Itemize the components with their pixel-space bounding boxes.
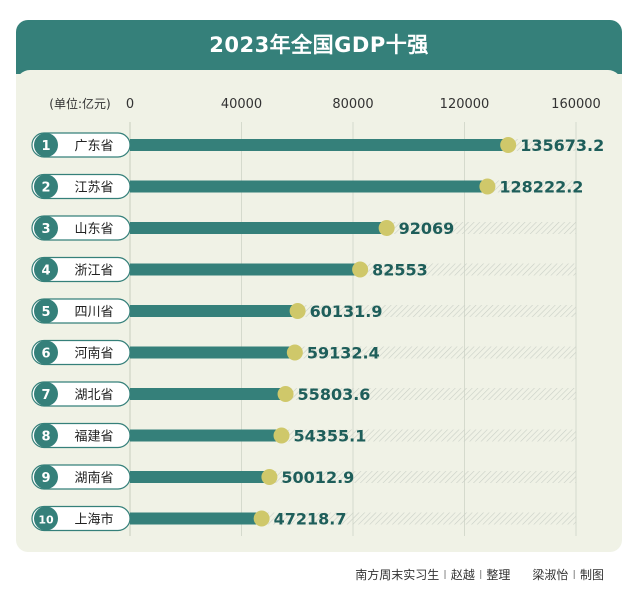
- bar: [130, 180, 488, 193]
- rank-number: 7: [41, 388, 50, 403]
- rank-number: 4: [41, 264, 50, 279]
- chart-title: 2023年全国GDP十强: [16, 20, 622, 84]
- credit-separator: I: [443, 568, 447, 582]
- bar-track: [487, 180, 576, 193]
- bar-end-dot: [273, 427, 290, 444]
- bar-end-dot: [500, 137, 517, 153]
- credit-separator: I: [572, 568, 576, 582]
- bar: [130, 512, 262, 525]
- category-label: 福建省: [74, 430, 113, 445]
- bar-track: [269, 471, 576, 483]
- rank-number: 5: [41, 305, 50, 320]
- rank-badge: [34, 506, 58, 531]
- bar-end-dot: [277, 386, 294, 402]
- category-label: 河南省: [74, 346, 113, 362]
- rank-badge: [34, 133, 58, 157]
- unit-label: (单位:亿元): [49, 96, 110, 111]
- bar-end-dot: [352, 261, 369, 278]
- rank-badge: [34, 423, 58, 448]
- rank-badge: [34, 340, 58, 365]
- credit-separator: I: [478, 568, 483, 582]
- value-label: 59132.4: [307, 344, 380, 363]
- value-label: 55803.6: [298, 385, 371, 404]
- rank-number: 2: [41, 181, 50, 196]
- credits-footer: 南方周末实习生 I 赵越 I 整理 梁淑怡 I 制图: [355, 566, 604, 583]
- rank-number: 8: [41, 430, 50, 445]
- bar-end-dot: [253, 510, 270, 527]
- rank-number: 3: [41, 222, 50, 237]
- bar: [130, 388, 286, 400]
- rank-badge: [34, 299, 58, 323]
- credit-role: 整理: [486, 568, 511, 582]
- bar: [130, 471, 270, 483]
- category-label: 湖南省: [74, 470, 113, 486]
- rank-number: 10: [38, 514, 54, 527]
- category-label: 浙江省: [74, 264, 113, 279]
- bar-end-dot: [479, 178, 496, 195]
- bar-track: [285, 388, 576, 400]
- credit-publisher: 南方周末实习生: [355, 568, 440, 582]
- bar-track: [508, 139, 576, 151]
- credit-designer: 梁淑怡: [532, 568, 569, 582]
- rank-number: 6: [41, 347, 50, 362]
- x-tick-label: 0: [126, 97, 134, 112]
- bar: [130, 222, 387, 234]
- value-label: 47218.7: [274, 510, 347, 529]
- bar: [130, 305, 298, 317]
- rank-badge: [34, 465, 58, 489]
- x-tick-label: 160000: [551, 97, 601, 112]
- rank-badge: [34, 216, 58, 240]
- bar-end-dot: [289, 303, 306, 319]
- rank-badge: [34, 257, 58, 282]
- value-label: 135673.2: [520, 136, 604, 155]
- bar-track: [294, 346, 576, 359]
- x-tick-label: 120000: [440, 97, 490, 112]
- rank-number: 1: [41, 139, 50, 154]
- category-label: 山东省: [74, 222, 113, 237]
- bar: [130, 429, 282, 442]
- bar: [130, 263, 361, 276]
- bar-end-dot: [378, 220, 395, 236]
- category-label: 广东省: [74, 139, 113, 154]
- chart-card: [16, 20, 622, 552]
- category-label: 上海市: [74, 512, 113, 528]
- credit-author: 赵越: [450, 568, 475, 582]
- credit-design-role: 制图: [579, 568, 604, 582]
- value-label: 82553: [372, 261, 428, 280]
- rank-number: 9: [41, 471, 50, 486]
- bar-track: [386, 222, 576, 234]
- category-label: 江苏省: [74, 180, 113, 196]
- category-label: 湖北省: [74, 388, 113, 403]
- x-tick-label: 80000: [332, 97, 373, 112]
- rank-badge: [34, 174, 58, 199]
- bar: [130, 139, 509, 151]
- value-label: 128222.2: [499, 178, 583, 197]
- bar-track: [360, 263, 576, 276]
- bar-track: [281, 429, 576, 442]
- bar-end-dot: [261, 469, 278, 485]
- bar-track: [261, 512, 576, 525]
- x-tick-label: 40000: [221, 97, 262, 112]
- rank-badge: [34, 382, 58, 406]
- bar: [130, 346, 295, 359]
- category-label: 四川省: [74, 305, 113, 320]
- bar-end-dot: [286, 344, 303, 361]
- value-label: 54355.1: [294, 427, 367, 446]
- value-label: 50012.9: [281, 468, 354, 487]
- value-label: 60131.9: [310, 302, 383, 321]
- value-label: 92069: [399, 219, 455, 238]
- bar-track: [297, 305, 576, 317]
